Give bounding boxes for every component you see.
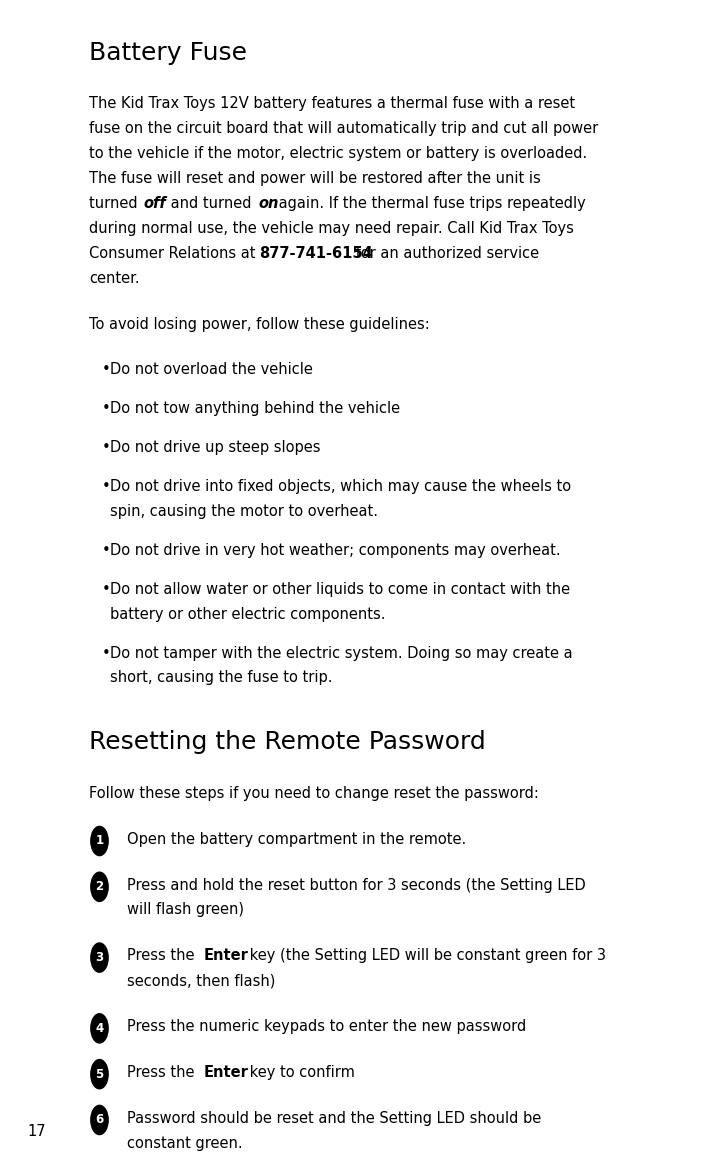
- Text: Do not drive in very hot weather; components may overheat.: Do not drive in very hot weather; compon…: [110, 543, 560, 558]
- Circle shape: [91, 1014, 108, 1043]
- Text: during normal use, the vehicle may need repair. Call Kid Trax Toys: during normal use, the vehicle may need …: [89, 220, 574, 235]
- Text: battery or other electric components.: battery or other electric components.: [110, 607, 386, 622]
- Text: Press the: Press the: [127, 948, 199, 963]
- Text: Do not tow anything behind the vehicle: Do not tow anything behind the vehicle: [110, 401, 400, 416]
- Text: off: off: [144, 196, 166, 211]
- Text: key (the Setting LED will be constant green for 3: key (the Setting LED will be constant gr…: [245, 948, 605, 963]
- Text: 877-741-6154: 877-741-6154: [258, 246, 373, 261]
- Text: •: •: [101, 362, 110, 377]
- Text: Follow these steps if you need to change reset the password:: Follow these steps if you need to change…: [89, 785, 539, 800]
- Text: center.: center.: [89, 270, 140, 285]
- Text: fuse on the circuit board that will automatically trip and cut all power: fuse on the circuit board that will auto…: [89, 122, 598, 136]
- Text: The fuse will reset and power will be restored after the unit is: The fuse will reset and power will be re…: [89, 171, 541, 186]
- Text: to the vehicle if the motor, electric system or battery is overloaded.: to the vehicle if the motor, electric sy…: [89, 146, 588, 161]
- Text: Battery Fuse: Battery Fuse: [89, 41, 247, 65]
- Text: •: •: [101, 440, 110, 455]
- Text: key to confirm: key to confirm: [245, 1065, 355, 1080]
- Text: 3: 3: [96, 951, 104, 964]
- Text: turned: turned: [89, 196, 143, 211]
- Text: again. If the thermal fuse trips repeatedly: again. If the thermal fuse trips repeate…: [274, 196, 586, 211]
- Text: will flash green): will flash green): [127, 902, 244, 918]
- Text: on: on: [258, 196, 279, 211]
- Text: Open the battery compartment in the remote.: Open the battery compartment in the remo…: [127, 832, 466, 847]
- Text: 4: 4: [96, 1022, 104, 1035]
- Text: for an authorized service: for an authorized service: [351, 246, 539, 261]
- Text: 6: 6: [96, 1114, 104, 1126]
- Circle shape: [91, 1059, 108, 1089]
- Text: The Kid Trax Toys 12V battery features a thermal fuse with a reset: The Kid Trax Toys 12V battery features a…: [89, 96, 575, 111]
- Circle shape: [91, 943, 108, 972]
- Text: 5: 5: [96, 1067, 104, 1081]
- Circle shape: [91, 826, 108, 856]
- Text: Enter: Enter: [204, 948, 249, 963]
- Text: •: •: [101, 543, 110, 558]
- Text: Password should be reset and the Setting LED should be: Password should be reset and the Setting…: [127, 1110, 541, 1125]
- Text: Do not tamper with the electric system. Doing so may create a: Do not tamper with the electric system. …: [110, 645, 573, 660]
- Text: To avoid losing power, follow these guidelines:: To avoid losing power, follow these guid…: [89, 317, 430, 332]
- Text: Press the numeric keypads to enter the new password: Press the numeric keypads to enter the n…: [127, 1018, 526, 1034]
- Text: •: •: [101, 401, 110, 416]
- Text: Consumer Relations at: Consumer Relations at: [89, 246, 261, 261]
- Text: constant green.: constant green.: [127, 1136, 243, 1151]
- Text: •: •: [101, 645, 110, 660]
- Text: •: •: [101, 479, 110, 494]
- Text: Press the: Press the: [127, 1065, 199, 1080]
- Text: Press and hold the reset button for 3 seconds (the Setting LED: Press and hold the reset button for 3 se…: [127, 877, 585, 892]
- Text: Enter: Enter: [204, 1065, 249, 1080]
- Text: Do not drive up steep slopes: Do not drive up steep slopes: [110, 440, 321, 455]
- Text: 2: 2: [96, 880, 104, 893]
- Text: seconds, then flash): seconds, then flash): [127, 973, 276, 988]
- Text: Resetting the Remote Password: Resetting the Remote Password: [89, 730, 486, 754]
- Text: 1: 1: [96, 834, 104, 848]
- Text: short, causing the fuse to trip.: short, causing the fuse to trip.: [110, 670, 332, 686]
- Text: 17: 17: [27, 1124, 46, 1139]
- Text: spin, causing the motor to overheat.: spin, causing the motor to overheat.: [110, 503, 378, 519]
- Circle shape: [91, 1105, 108, 1134]
- Text: Do not allow water or other liquids to come in contact with the: Do not allow water or other liquids to c…: [110, 581, 570, 596]
- Text: Do not drive into fixed objects, which may cause the wheels to: Do not drive into fixed objects, which m…: [110, 479, 571, 494]
- Circle shape: [91, 872, 108, 901]
- Text: •: •: [101, 581, 110, 596]
- Text: Do not overload the vehicle: Do not overload the vehicle: [110, 362, 313, 377]
- Text: and turned: and turned: [166, 196, 256, 211]
